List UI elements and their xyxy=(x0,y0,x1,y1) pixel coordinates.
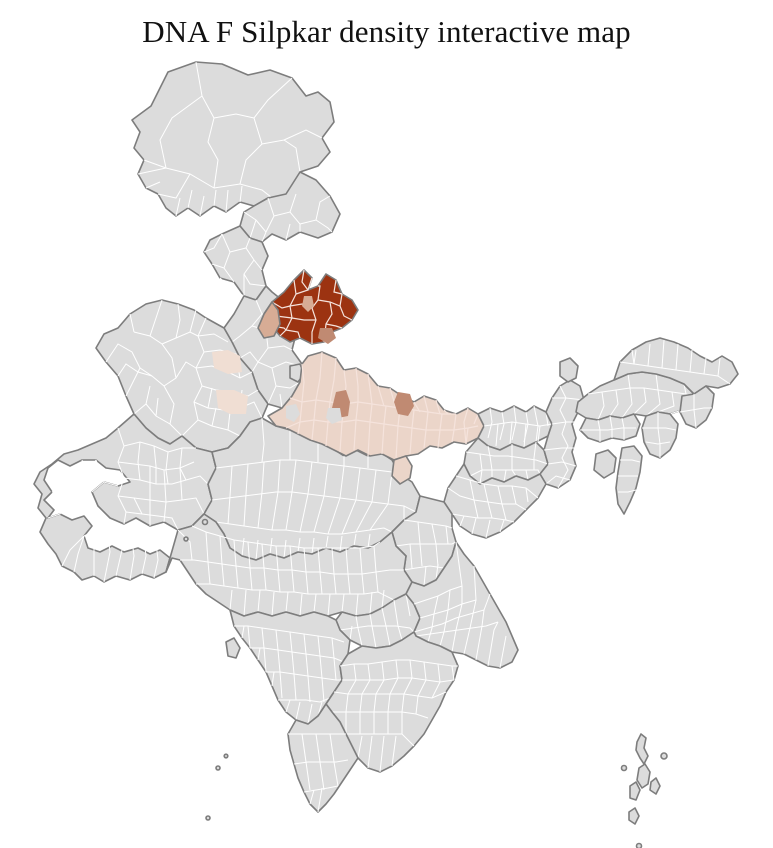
ap-district-lines xyxy=(413,541,507,669)
region-maharashtra[interactable] xyxy=(165,513,413,617)
highlight-district-uk-med[interactable] xyxy=(302,296,314,312)
maharashtra-district-lines xyxy=(177,525,404,617)
region-jharkhand[interactable] xyxy=(463,437,549,485)
hp-district-lines xyxy=(243,193,333,243)
region-tamil-nadu[interactable] xyxy=(325,631,459,773)
wb-district-lines xyxy=(543,385,585,489)
kerala-district-lines xyxy=(288,733,349,813)
highlight-district-saharanpur[interactable] xyxy=(257,301,281,339)
region-uttar-pradesh[interactable] xyxy=(267,351,485,485)
gujarat-district-lines xyxy=(47,427,209,583)
nodata-district-up-a xyxy=(286,404,300,422)
jk-district-lines xyxy=(137,61,323,217)
karnataka-district-lines xyxy=(234,625,345,725)
region-nagaland[interactable] xyxy=(679,385,715,429)
telangana-district-lines xyxy=(339,593,415,649)
region-himachal-pradesh[interactable] xyxy=(239,171,341,243)
region-karnataka[interactable] xyxy=(229,609,351,725)
nodata-district-up-b xyxy=(326,408,342,424)
map-canvas[interactable]: .state { stroke:#7d7d7d; stroke-width:1.… xyxy=(0,56,773,848)
up-southern-pendant[interactable] xyxy=(391,455,413,485)
region-arunachal[interactable] xyxy=(613,337,739,395)
odisha-district-lines xyxy=(447,475,539,539)
highlight-district-rajasthan-a[interactable] xyxy=(212,350,242,374)
region-meghalaya[interactable] xyxy=(579,413,641,443)
meghalaya-district-lines xyxy=(580,415,636,442)
jharkhand-district-lines xyxy=(465,441,549,485)
region-west-bengal[interactable] xyxy=(539,379,585,489)
region-mizoram[interactable] xyxy=(615,445,643,515)
india-choropleth-map[interactable]: .state { stroke:#7d7d7d; stroke-width:1.… xyxy=(0,56,773,848)
region-kerala[interactable] xyxy=(287,703,359,813)
chhattisgarh-district-lines xyxy=(395,519,457,587)
region-small-uts xyxy=(183,518,209,542)
region-goa[interactable] xyxy=(225,637,241,659)
bihar-district-lines xyxy=(483,405,553,449)
region-lakshadweep[interactable] xyxy=(205,753,229,821)
highlight-district-up-high-b[interactable] xyxy=(394,392,414,416)
highlight-district-rajasthan-b[interactable] xyxy=(216,390,248,414)
page-title: DNA F Silpkar density interactive map xyxy=(142,14,631,49)
region-andaman-nicobar[interactable] xyxy=(620,733,668,848)
region-tripura[interactable] xyxy=(593,449,617,479)
tn-district-lines xyxy=(332,659,458,773)
region-manipur[interactable] xyxy=(641,411,679,459)
arunachal-district-lines xyxy=(619,339,731,385)
punjab-district-lines xyxy=(203,233,267,297)
region-gujarat[interactable] xyxy=(33,413,217,583)
highlight-district-uk-high[interactable] xyxy=(318,328,336,344)
region-sikkim[interactable] xyxy=(559,357,579,383)
